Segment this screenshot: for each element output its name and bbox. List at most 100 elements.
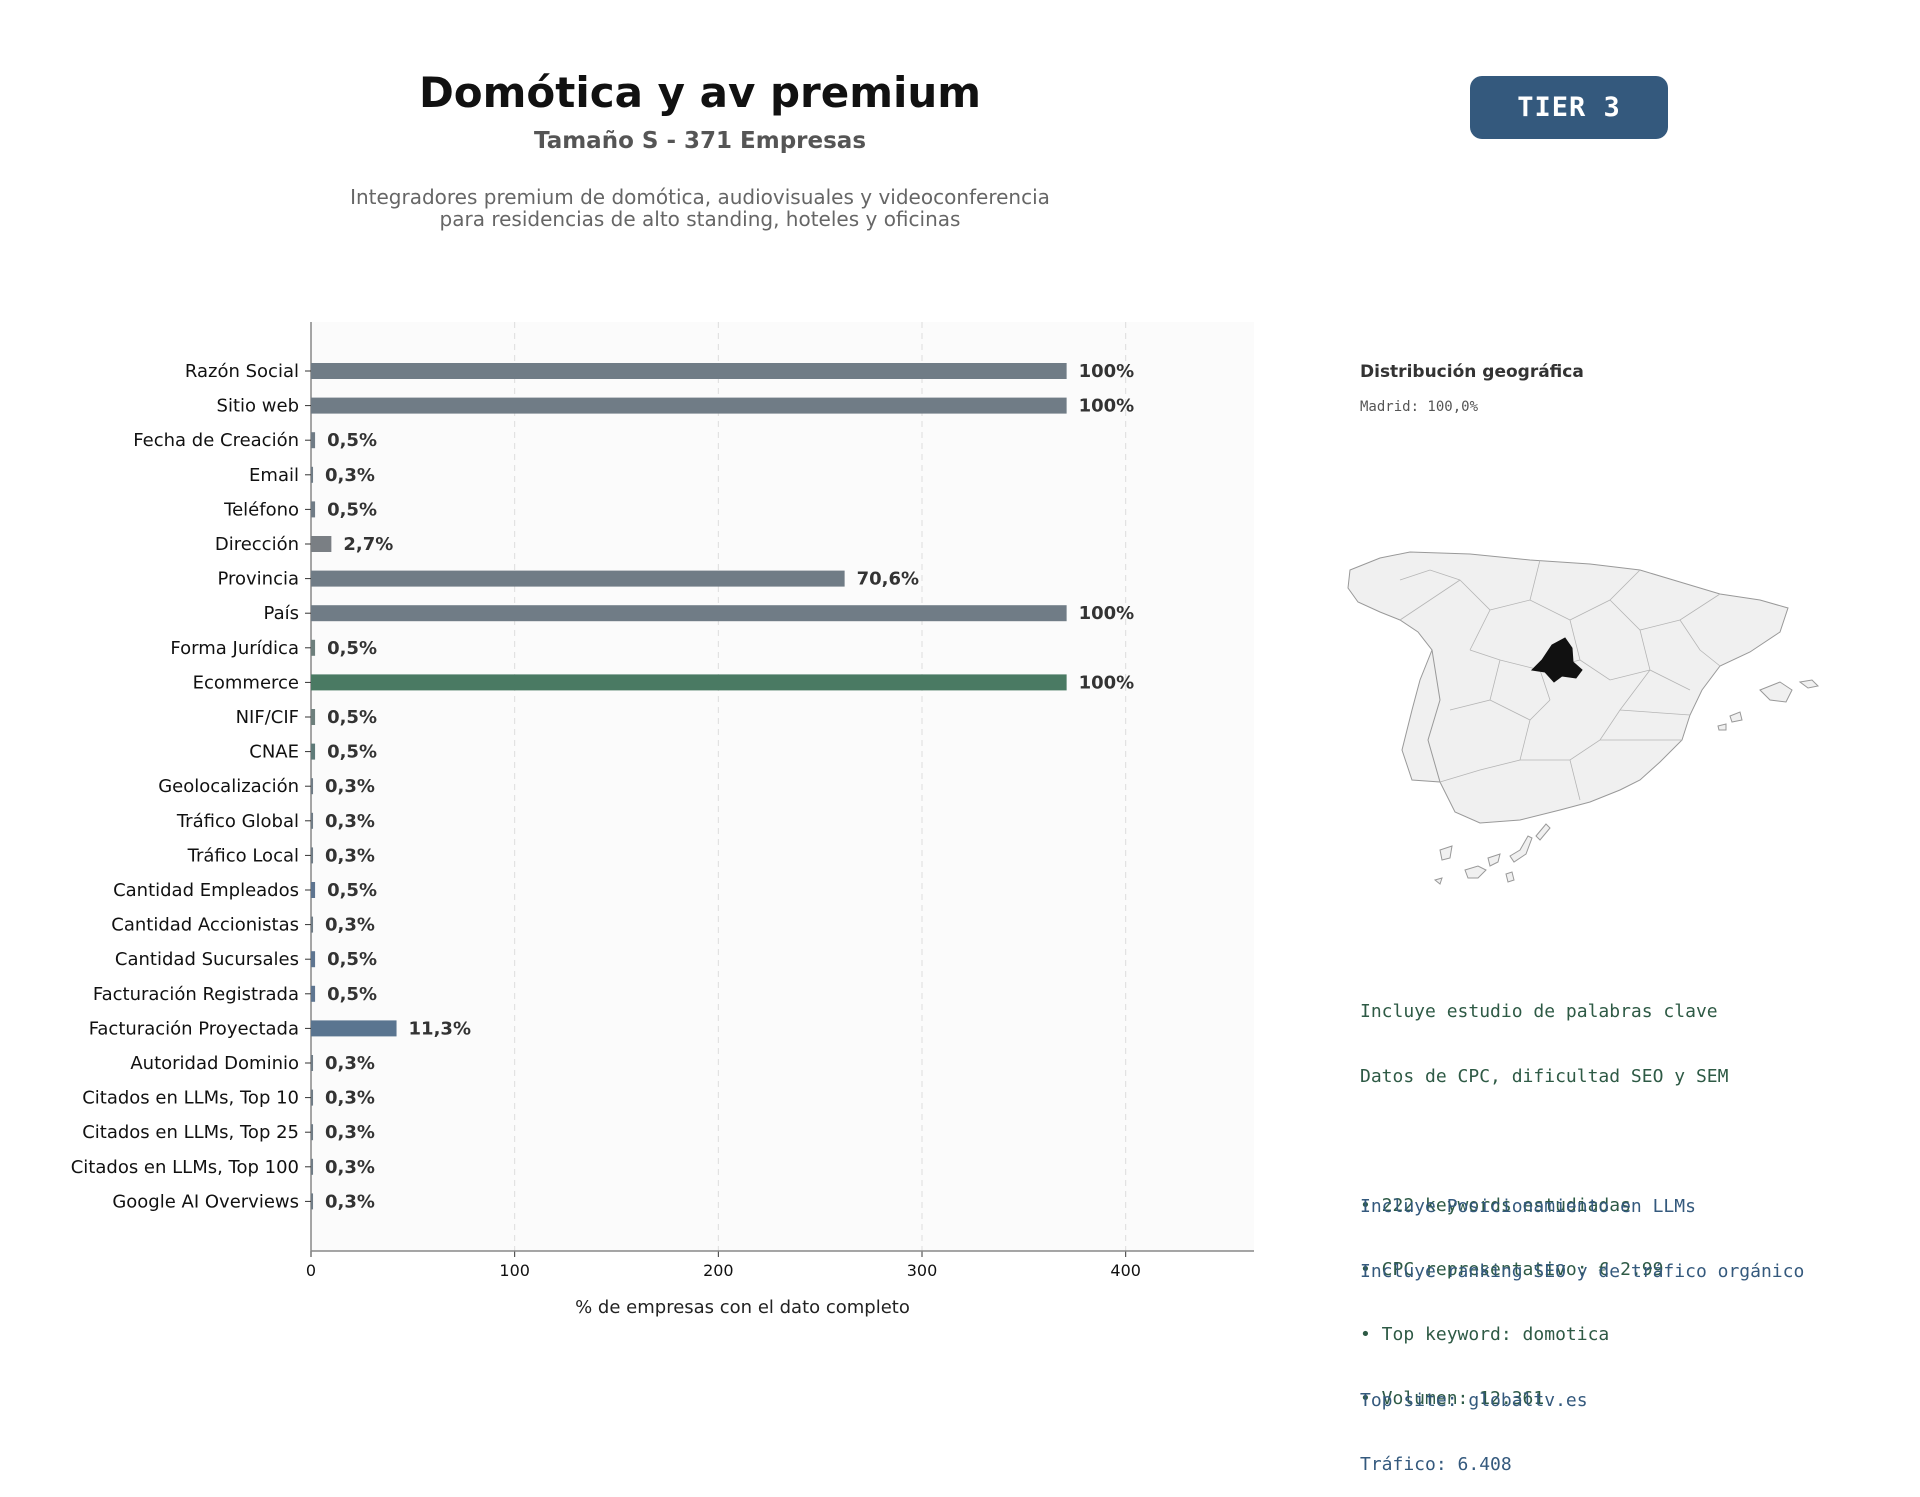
x-tick-label: 0: [306, 1261, 316, 1280]
description: Integradores premium de domótica, audiov…: [200, 186, 1200, 230]
category-label: Ecommerce: [193, 672, 299, 693]
description-line: para residencias de alto standing, hotel…: [439, 207, 961, 231]
category-label: Dirección: [215, 534, 299, 555]
bar: [311, 743, 316, 760]
bar-chart: 0 100 200 300 400 % de empresas con el dato c…: [71, 322, 1254, 1318]
bar-value-label: 70,6%: [857, 569, 919, 590]
bar-value-label: 100%: [1079, 603, 1135, 624]
plot-area: [311, 322, 1254, 1251]
llm-line: Tráfico: 6.408: [1360, 1454, 1512, 1475]
geo-title: Distribución geográfica: [1360, 362, 1584, 382]
bar: [311, 1158, 314, 1175]
category-label: Autoridad Dominio: [130, 1053, 299, 1074]
category-label: Geolocalización: [158, 776, 299, 797]
category-label: Citados en LLMs, Top 25: [82, 1122, 299, 1143]
keywords-line: Datos de CPC, dificultad SEO y SEM: [1360, 1065, 1729, 1087]
category-label: País: [264, 603, 299, 624]
bar: [311, 501, 316, 518]
bar-value-label: 0,5%: [327, 880, 377, 901]
balearic-islands: [1717, 679, 1820, 731]
keywords-block: Incluye estudio de palabras clave Datos …: [1360, 958, 1728, 1431]
bar-value-label: 0,3%: [325, 1088, 375, 1109]
bar: [311, 916, 314, 933]
bar: [311, 536, 332, 552]
keywords-bullet: • 222 keywords estudiadas: [1360, 1194, 1631, 1216]
bar: [311, 1020, 397, 1037]
x-tick-label: 300: [907, 1261, 938, 1280]
bar: [311, 1089, 314, 1106]
bar-value-label: 0,3%: [325, 1053, 375, 1074]
bar: [311, 1124, 314, 1141]
bar: [311, 847, 314, 864]
tier-badge: TIER 3: [1470, 76, 1668, 139]
category-label: Email: [249, 465, 299, 486]
bar: [311, 709, 316, 725]
bar-value-label: 0,5%: [327, 949, 377, 970]
keywords-bullet: • Top keyword: domotica: [1360, 1323, 1610, 1345]
bar: [311, 570, 845, 587]
llm-line: Incluye ranking SEO y de tráfico orgánic…: [1360, 1260, 1805, 1282]
bar-value-label: 100%: [1079, 672, 1135, 693]
bar: [311, 812, 314, 829]
x-tick-label: 400: [1110, 1261, 1141, 1280]
category-label: Teléfono: [223, 499, 299, 520]
bar: [311, 639, 316, 656]
page-title: Domótica y av premium: [418, 68, 982, 117]
category-label: Tráfico Global: [176, 811, 299, 832]
category-label: Sitio web: [217, 396, 299, 417]
bar-value-label: 0,3%: [325, 915, 375, 936]
category-label: Cantidad Empleados: [113, 880, 299, 901]
bar-value-label: 0,5%: [327, 499, 377, 520]
bar-value-label: 0,5%: [327, 984, 377, 1005]
madrid-region: [1530, 637, 1583, 683]
bar: [311, 397, 1067, 414]
bar-value-label: 0,5%: [327, 430, 377, 451]
x-tick-label: 200: [703, 1261, 734, 1280]
category-label: Cantidad Accionistas: [111, 915, 299, 936]
bar-value-label: 100%: [1079, 361, 1135, 382]
bar: [311, 778, 314, 795]
bar-value-label: 0,3%: [325, 465, 375, 486]
bar: [311, 1193, 314, 1210]
category-label: CNAE: [249, 742, 299, 763]
bar: [311, 432, 316, 449]
spain-map: [1347, 551, 1820, 885]
bar-value-label: 0,5%: [327, 707, 377, 728]
category-label: Tráfico Local: [187, 845, 299, 866]
category-label: Fecha de Creación: [133, 430, 299, 451]
bar: [311, 363, 1067, 379]
category-label: Citados en LLMs, Top 100: [71, 1157, 299, 1178]
map-islands: [1433, 679, 1820, 885]
map-mainland: [1347, 551, 1789, 824]
llm-line: Top site: globaltv.es: [1360, 1389, 1588, 1411]
description-line: Integradores premium de domótica, audiov…: [350, 185, 1050, 209]
bar-value-label: 0,5%: [327, 742, 377, 763]
keywords-line: Incluye estudio de palabras clave: [1360, 1001, 1718, 1022]
bar-value-label: 100%: [1079, 396, 1135, 417]
bar: [311, 605, 1067, 622]
bar-value-label: 0,3%: [325, 1191, 375, 1212]
bar-value-label: 11,3%: [409, 1018, 471, 1039]
llm-block: Incluye Posicionamiento en LLMs Incluye …: [1360, 1153, 1804, 1497]
bar-value-label: 0,3%: [325, 845, 375, 866]
bar-value-label: 2,7%: [343, 534, 393, 555]
page-subtitle: Tamaño S - 371 Empresas: [533, 128, 867, 154]
keywords-bullet: • CPC representativo: € 2.99: [1360, 1259, 1664, 1280]
geo-madrid-share: Madrid: 100,0%: [1360, 399, 1479, 415]
category-label: NIF/CIF: [236, 707, 299, 728]
bar: [311, 882, 316, 898]
bar-value-label: 0,3%: [325, 1157, 375, 1178]
category-label: Facturación Registrada: [93, 984, 299, 1005]
spain-mainland: [1347, 551, 1789, 824]
category-label: Provincia: [217, 569, 299, 590]
bar: [311, 1055, 314, 1071]
category-label: Cantidad Sucursales: [115, 949, 299, 970]
bar: [311, 674, 1067, 691]
x-tick-label: 100: [499, 1261, 530, 1280]
category-label: Forma Jurídica: [170, 638, 299, 659]
keywords-bullet: • Volumen: 12.361: [1360, 1388, 1545, 1409]
bar: [311, 985, 316, 1002]
bar-value-label: 0,5%: [327, 638, 377, 659]
category-label: Google AI Overviews: [112, 1191, 299, 1212]
x-axis-label: % de empresas con el dato completo: [575, 1297, 910, 1318]
